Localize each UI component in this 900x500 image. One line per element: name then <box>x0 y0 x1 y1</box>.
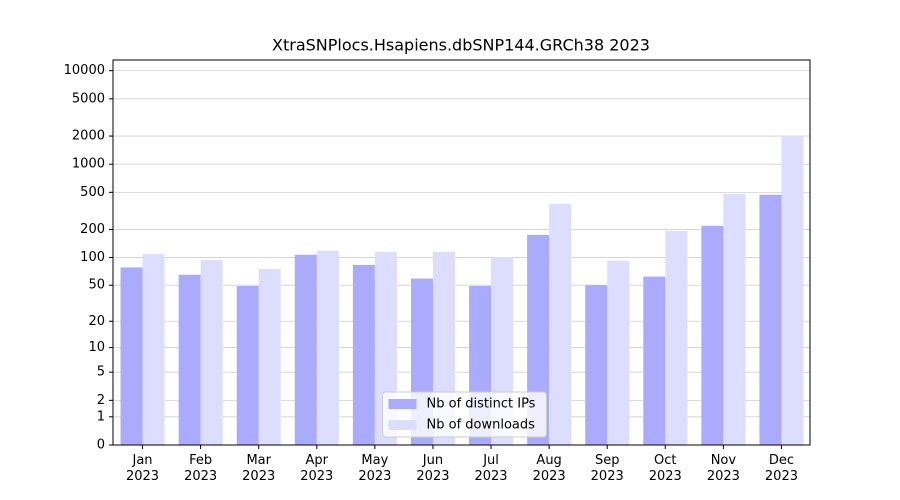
y-tick-label: 1000 <box>72 157 105 172</box>
x-tick-label: Dec 2023 <box>764 453 798 484</box>
bar <box>643 276 666 445</box>
legend-label: Nb of downloads <box>427 418 536 433</box>
x-tick-label: Mar 2023 <box>242 453 276 484</box>
y-tick-label: 5 <box>97 365 105 380</box>
y-tick-label: 5000 <box>72 91 105 106</box>
x-tick-label: Jan 2023 <box>125 453 160 484</box>
x-tick-label: May 2023 <box>358 453 392 484</box>
y-tick-label: 10000 <box>64 63 105 78</box>
bar <box>759 194 782 445</box>
bar <box>701 225 724 445</box>
grid <box>113 70 810 446</box>
y-tick-label: 10 <box>88 340 105 355</box>
legend-swatch <box>388 420 417 430</box>
bar <box>665 230 688 445</box>
bar <box>352 264 375 445</box>
y-tick-label: 50 <box>88 278 105 293</box>
x-tick-label: Sep 2023 <box>590 453 624 484</box>
plot-frame <box>112 59 811 446</box>
x-tick-label: Jun 2023 <box>416 453 450 484</box>
x-tick-label: Jul 2023 <box>474 453 508 484</box>
x-tick-label: Feb 2023 <box>184 453 218 484</box>
legend-label: Nb of distinct IPs <box>427 397 536 412</box>
y-tick-label: 500 <box>80 185 105 200</box>
x-tick-label: Aug 2023 <box>532 453 566 484</box>
bar <box>316 250 339 445</box>
legend-swatch <box>388 399 417 409</box>
x-tick-label: Oct 2023 <box>648 453 682 484</box>
x-tick-label: Nov 2023 <box>706 453 740 484</box>
bar <box>178 274 201 445</box>
bar <box>258 268 281 445</box>
y-tick-label: 100 <box>80 250 105 265</box>
bar <box>120 267 143 445</box>
bar <box>142 253 165 445</box>
y-tick-label: 1 <box>97 409 105 424</box>
y-tick-label: 2 <box>97 393 105 408</box>
y-tick-label: 2000 <box>72 129 105 144</box>
bar <box>200 259 223 445</box>
bar <box>294 254 317 445</box>
bar <box>607 260 630 445</box>
legend-box <box>382 391 547 438</box>
chart-title: XtraSNPlocs.Hsapiens.dbSNP144.GRCh38 202… <box>272 36 650 55</box>
bar <box>781 136 804 446</box>
bar <box>585 285 608 445</box>
x-tick-label: Apr 2023 <box>300 453 334 484</box>
bar <box>723 193 746 445</box>
y-tick-label: 200 <box>80 222 105 237</box>
bar <box>236 286 259 445</box>
y-tick-label: 20 <box>88 314 105 329</box>
y-tick-label: 0 <box>97 438 105 453</box>
bar <box>549 203 572 445</box>
